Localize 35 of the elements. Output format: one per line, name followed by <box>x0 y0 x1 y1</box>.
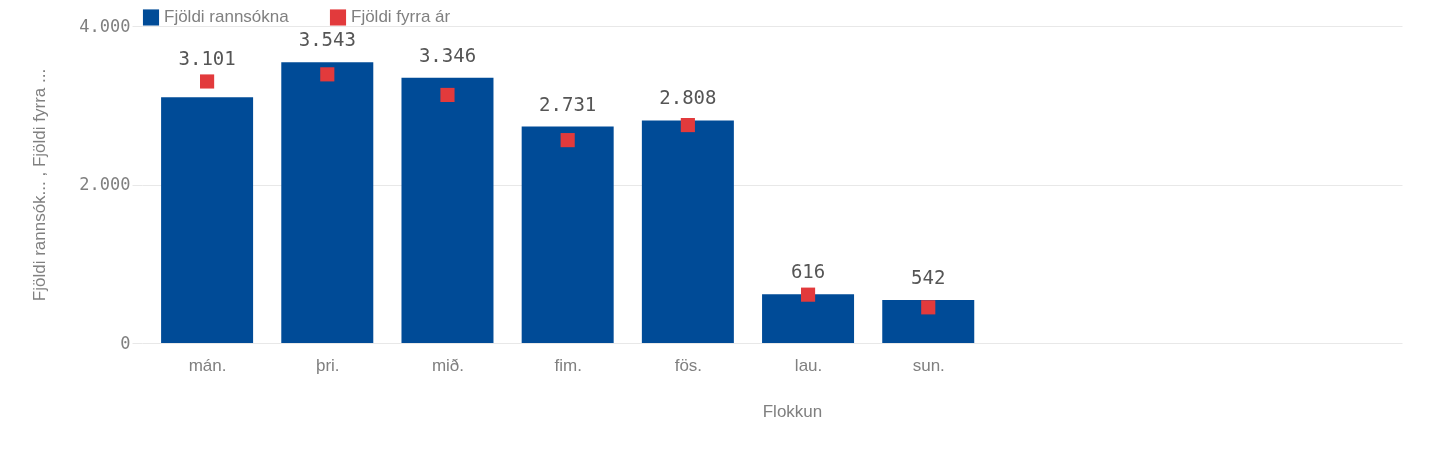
point <box>921 300 936 315</box>
point <box>440 87 455 103</box>
data-label: 2.731 <box>539 92 597 115</box>
point <box>560 133 575 148</box>
point <box>680 117 695 133</box>
data-label: 3.346 <box>418 43 477 66</box>
x-tick-label: lau. <box>794 355 823 375</box>
x-tick-label: fös. <box>674 355 703 375</box>
x-tick-label: fim. <box>554 355 582 375</box>
data-label: 3.101 <box>178 47 236 70</box>
y-tick-label: 4.000 <box>79 15 131 36</box>
x-tick-label: mán. <box>188 355 227 375</box>
bar <box>281 62 374 343</box>
data-label: 616 <box>790 260 826 283</box>
point <box>800 287 816 302</box>
x-axis-title: Flokkun <box>762 401 823 421</box>
y-tick-label: 0 <box>120 332 131 353</box>
x-tick-label: sun. <box>912 355 945 375</box>
bar <box>641 120 734 343</box>
bar <box>521 126 614 343</box>
y-axis-title: Fjöldi rannsók... , Fjöldi fyrra ... <box>30 68 50 302</box>
data-label: 3.543 <box>298 28 356 51</box>
bar <box>401 77 494 343</box>
bar <box>882 300 975 343</box>
legend-label: Fjöldi rannsókna <box>164 7 290 27</box>
data-label: 2.808 <box>659 86 717 109</box>
legend-label: Fjöldi fyrra ár <box>351 7 451 27</box>
x-tick-label: þri. <box>315 355 340 375</box>
point <box>200 74 215 89</box>
point <box>320 67 335 82</box>
data-label: 542 <box>911 266 946 289</box>
bar <box>762 294 855 343</box>
bar <box>161 97 254 343</box>
x-tick-label: mið. <box>431 355 465 375</box>
y-tick-label: 2.000 <box>79 174 131 194</box>
